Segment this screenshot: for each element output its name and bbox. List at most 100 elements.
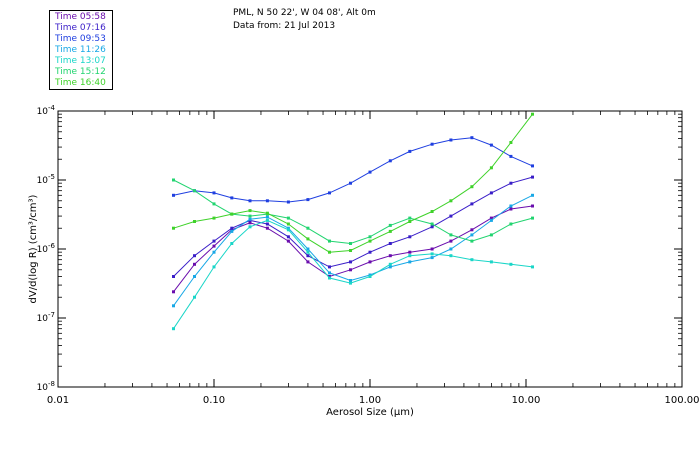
data-point xyxy=(489,218,493,222)
data-point xyxy=(408,149,412,153)
data-point xyxy=(265,215,269,219)
data-point xyxy=(489,191,493,195)
data-point xyxy=(531,112,534,116)
data-point xyxy=(368,239,372,243)
plot-frame xyxy=(57,110,683,388)
data-point xyxy=(470,228,474,232)
data-point xyxy=(306,260,310,264)
legend-item: Time 15:12 xyxy=(55,67,106,77)
data-point xyxy=(509,141,513,144)
data-point xyxy=(430,252,434,256)
y-tick-label: 10-7 xyxy=(37,311,55,324)
series-2 xyxy=(172,136,534,204)
data-point xyxy=(212,250,216,254)
data-point xyxy=(408,235,412,239)
data-point xyxy=(265,226,269,230)
data-point xyxy=(306,226,310,230)
data-point xyxy=(388,159,392,163)
data-point xyxy=(328,239,331,243)
data-point xyxy=(489,233,493,237)
axis-layer: 0.01 0.10 1.00 10.00 100.00 10-8 10-7 10-6 10-5 1… xyxy=(37,104,700,406)
data-point xyxy=(531,164,534,168)
data-point xyxy=(286,222,290,226)
data-point xyxy=(430,222,434,226)
data-point xyxy=(388,262,392,266)
data-point xyxy=(230,226,234,230)
data-point xyxy=(470,202,474,206)
series-layer xyxy=(172,112,534,331)
data-point xyxy=(248,225,252,229)
data-point xyxy=(509,181,513,185)
data-point xyxy=(368,275,372,278)
data-point xyxy=(193,189,196,193)
data-point xyxy=(286,235,290,239)
data-point xyxy=(306,198,310,202)
legend-item: Time 07:16 xyxy=(55,23,106,33)
data-point xyxy=(408,260,412,264)
series-3 xyxy=(172,193,534,308)
data-point xyxy=(230,212,234,216)
data-point xyxy=(286,239,290,243)
data-point xyxy=(286,216,290,220)
data-point xyxy=(430,247,434,251)
data-point xyxy=(230,229,234,233)
data-point xyxy=(193,254,196,258)
data-point xyxy=(349,242,352,245)
data-point xyxy=(212,239,216,243)
data-point xyxy=(349,260,352,264)
data-point xyxy=(449,138,453,142)
data-point xyxy=(265,199,269,203)
data-point xyxy=(193,220,196,223)
data-point xyxy=(531,265,534,269)
data-point xyxy=(388,229,392,233)
data-point xyxy=(509,207,513,211)
data-point xyxy=(248,214,252,218)
legend-item: Time 13:07 xyxy=(55,56,106,66)
data-point xyxy=(368,235,372,239)
data-point xyxy=(388,242,392,245)
data-point xyxy=(349,279,352,282)
data-point xyxy=(193,262,196,266)
x-axis-label: Aerosol Size (μm) xyxy=(326,407,414,418)
data-point xyxy=(368,170,372,174)
data-point xyxy=(212,265,216,269)
data-point xyxy=(230,242,234,245)
data-point xyxy=(328,250,331,254)
data-point xyxy=(172,304,175,308)
data-point xyxy=(349,249,352,252)
data-point xyxy=(388,254,392,258)
data-point xyxy=(172,178,175,182)
data-point xyxy=(430,210,434,213)
data-point xyxy=(265,222,269,226)
data-point xyxy=(306,254,310,258)
series-line xyxy=(173,137,533,203)
y-tick-label: 10-5 xyxy=(37,173,55,186)
data-point xyxy=(430,256,434,260)
data-point xyxy=(509,154,513,158)
y-tick-label: 10-4 xyxy=(37,104,56,117)
y-tick-label: 10-8 xyxy=(37,380,55,393)
data-point xyxy=(509,204,513,208)
y-axis-label: dV/d(log R) (cm³/cm³) xyxy=(28,194,39,303)
legend-item: Time 11:26 xyxy=(55,45,106,55)
data-point xyxy=(531,175,534,179)
data-point xyxy=(489,143,493,147)
data-point xyxy=(172,327,175,331)
data-point xyxy=(172,290,175,294)
data-point xyxy=(430,142,434,146)
x-tick-label: 100.00 xyxy=(665,395,700,406)
data-point xyxy=(172,275,175,278)
data-point xyxy=(470,239,474,243)
legend-item: Time 16:40 xyxy=(55,78,106,88)
data-point xyxy=(212,216,216,220)
data-point xyxy=(408,220,412,223)
data-point xyxy=(328,265,331,269)
data-point xyxy=(470,136,474,140)
legend: Time 05:58 Time 07:16 Time 09:53 Time 11… xyxy=(49,10,113,90)
series-6 xyxy=(172,112,534,254)
data-point xyxy=(230,228,234,232)
data-point xyxy=(489,260,493,264)
data-point xyxy=(388,265,392,269)
data-point xyxy=(328,276,331,280)
